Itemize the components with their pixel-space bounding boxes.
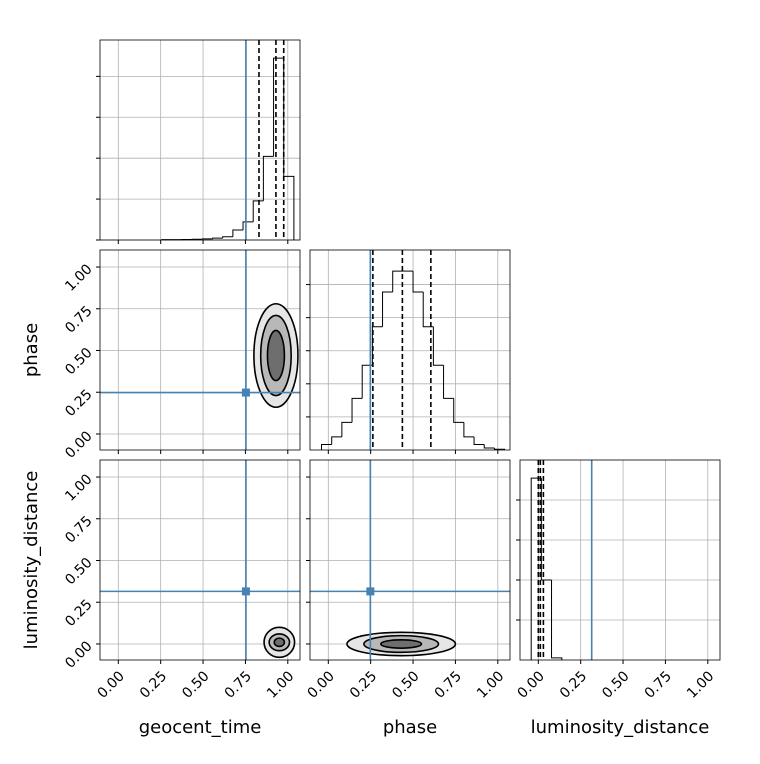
- panel-frame: [100, 40, 300, 240]
- x-tick-label: 0.25: [347, 668, 380, 701]
- y-tick-label: 1.00: [62, 471, 95, 504]
- histogram-bin: [284, 58, 294, 240]
- contours: [100, 460, 300, 660]
- y-tick-label: 0.00: [62, 428, 95, 461]
- histogram-bin: [444, 365, 454, 398]
- panel-frame: [310, 250, 510, 450]
- x-tick-label: 0.50: [389, 668, 422, 701]
- panel: [306, 250, 510, 454]
- histogram-bin: [263, 156, 273, 201]
- panel: [96, 40, 300, 244]
- panel: 0.00 0.25 0.50 0.75 1.00: [305, 460, 510, 702]
- contour-level: [274, 638, 284, 646]
- y-axis-label: phase: [21, 323, 42, 377]
- x-axis-label: luminosity_distance: [531, 717, 710, 738]
- x-tick-label: 1.00: [474, 668, 507, 701]
- histogram-bin: [474, 437, 484, 445]
- x-tick-label: 0.75: [432, 668, 465, 701]
- histogram-bin: [322, 445, 332, 450]
- histogram-bin: [423, 292, 433, 327]
- histogram-bin: [413, 271, 423, 292]
- contours: [100, 250, 300, 450]
- x-tick-label: 0.00: [305, 668, 338, 701]
- truth-marker: [242, 389, 250, 397]
- x-axis-label: phase: [383, 717, 437, 738]
- y-tick-label: 0.50: [62, 555, 95, 588]
- x-tick-label: 0.00: [515, 668, 548, 701]
- x-tick-label: 0.00: [95, 668, 128, 701]
- x-axis-label: geocent_time: [139, 717, 262, 738]
- truth-marker: [242, 587, 250, 595]
- histogram-bin: [352, 398, 362, 422]
- panel: 0.00 0.25 0.50 0.75 1.00: [515, 460, 720, 702]
- histogram-bin: [233, 230, 243, 237]
- panel-frame: [520, 460, 720, 660]
- x-tick-label: 0.25: [137, 668, 170, 701]
- y-tick-label: 0.75: [62, 303, 95, 336]
- contours: [310, 460, 510, 660]
- histogram-bin: [274, 58, 284, 156]
- x-tick-label: 0.75: [222, 668, 255, 701]
- x-tick-label: 1.00: [684, 668, 717, 701]
- y-tick-label: 0.75: [62, 513, 95, 546]
- histogram-bin: [433, 327, 443, 366]
- truth-marker: [366, 587, 374, 595]
- panel-frame: [310, 460, 510, 660]
- panel: 0.00 0.25 0.50 0.75 1.00: [62, 250, 300, 462]
- x-tick-label: 1.00: [264, 668, 297, 701]
- histogram-bin: [213, 238, 223, 239]
- contour-level: [267, 330, 284, 380]
- histogram-bin: [484, 445, 494, 448]
- x-tick-label: 0.25: [557, 668, 590, 701]
- x-tick-label: 0.50: [599, 668, 632, 701]
- histogram-bin: [393, 271, 403, 292]
- y-tick-label: 0.00: [62, 638, 95, 671]
- histogram-bin: [243, 222, 253, 230]
- y-axis-label: luminosity_distance: [21, 471, 42, 650]
- y-tick-label: 1.00: [62, 261, 95, 294]
- y-tick-label: 0.25: [62, 597, 95, 630]
- histogram-bin: [223, 237, 233, 238]
- histogram-bin: [332, 437, 342, 445]
- x-tick-label: 0.50: [179, 668, 212, 701]
- y-tick-label: 0.25: [62, 387, 95, 420]
- histogram-bin: [383, 292, 393, 327]
- y-tick-label: 0.50: [62, 345, 95, 378]
- histogram-bin: [372, 327, 382, 366]
- x-tick-label: 0.75: [642, 668, 675, 701]
- histogram-bin: [342, 422, 352, 437]
- histogram-bin: [464, 422, 474, 437]
- contour-level: [381, 640, 422, 648]
- panel: 0.00 0.25 0.50 0.75 1.00 0.00 0.25 0.50 0.75 1.00: [62, 460, 300, 702]
